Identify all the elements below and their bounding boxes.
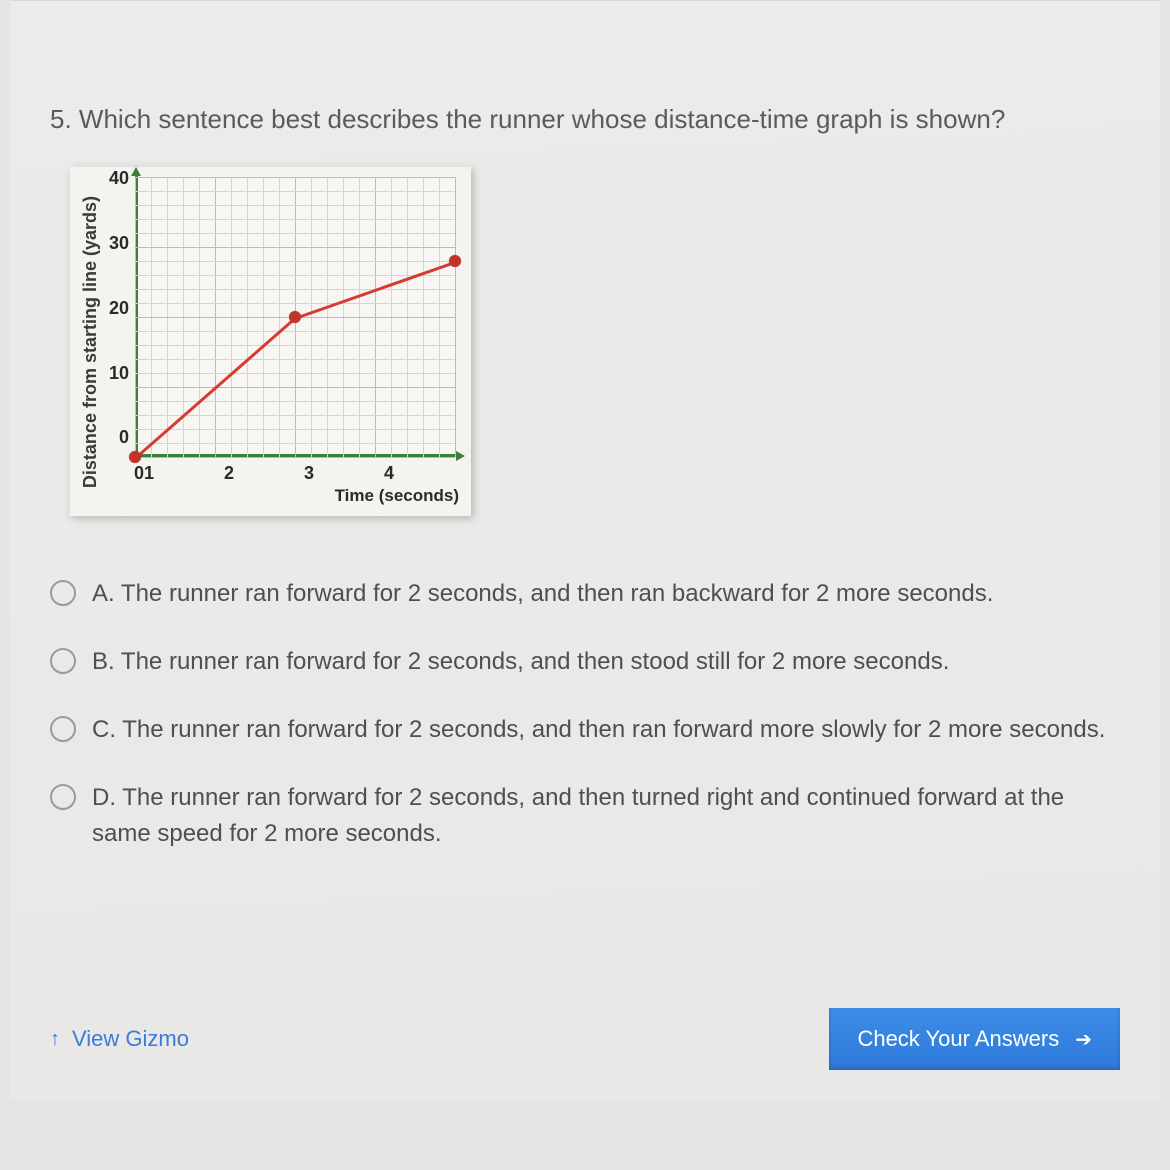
option-text: The runner ran forward for 2 seconds, an…: [121, 648, 949, 675]
x-ticks: 0 1 2 3 4: [139, 457, 459, 484]
y-axis-label: Distance from starting line (yards): [80, 196, 101, 488]
x-axis-arrow-icon: [456, 451, 465, 461]
option-letter: A.: [92, 580, 115, 607]
y-axis-arrow-icon: [131, 167, 141, 176]
x-axis-label: Time (seconds): [109, 484, 459, 506]
option-letter: D.: [92, 784, 116, 811]
check-answers-button[interactable]: Check Your Answers ➔: [829, 1008, 1120, 1070]
check-button-label: Check Your Answers: [857, 1026, 1059, 1052]
view-gizmo-label: View Gizmo: [72, 1026, 189, 1052]
right-arrow-icon: ➔: [1075, 1027, 1092, 1052]
plot-area: [135, 177, 455, 457]
option-letter: B.: [92, 648, 115, 675]
ytick: 40: [109, 168, 129, 189]
radio-icon: [50, 784, 76, 810]
ytick: 10: [109, 363, 129, 384]
view-gizmo-link[interactable]: ↑ View Gizmo: [50, 1026, 189, 1052]
ytick: 30: [109, 233, 129, 254]
option-text: The runner ran forward for 2 seconds, an…: [122, 716, 1105, 743]
question-body: Which sentence best describes the runner…: [79, 104, 1005, 134]
y-ticks: 40 30 20 10 0: [109, 168, 135, 448]
ytick: 20: [109, 298, 129, 319]
option-text: The runner ran forward for 2 seconds, an…: [121, 580, 993, 607]
option-a[interactable]: A. The runner ran forward for 2 seconds,…: [50, 576, 1120, 612]
up-arrow-icon: ↑: [50, 1028, 60, 1051]
option-d[interactable]: D. The runner ran forward for 2 seconds,…: [50, 780, 1120, 852]
xtick: 2: [189, 463, 269, 484]
xtick: 3: [269, 463, 349, 484]
xtick: 4: [349, 463, 429, 484]
question-number: 5.: [50, 104, 72, 134]
footer: ↑ View Gizmo Check Your Answers ➔: [50, 1008, 1120, 1070]
distance-time-chart: Distance from starting line (yards) 40 3…: [70, 167, 471, 516]
option-text: The runner ran forward for 2 seconds, an…: [92, 784, 1064, 847]
ytick: 0: [119, 427, 129, 448]
radio-icon: [50, 648, 76, 674]
radio-icon: [50, 580, 76, 606]
question-card: 5. Which sentence best describes the run…: [10, 0, 1160, 1100]
question-text: 5. Which sentence best describes the run…: [50, 101, 1120, 137]
option-c[interactable]: C. The runner ran forward for 2 seconds,…: [50, 712, 1120, 748]
radio-icon: [50, 716, 76, 742]
option-b[interactable]: B. The runner ran forward for 2 seconds,…: [50, 644, 1120, 680]
xtick: 1: [109, 463, 189, 484]
option-letter: C.: [92, 716, 116, 743]
answer-options: A. The runner ran forward for 2 seconds,…: [50, 576, 1120, 852]
